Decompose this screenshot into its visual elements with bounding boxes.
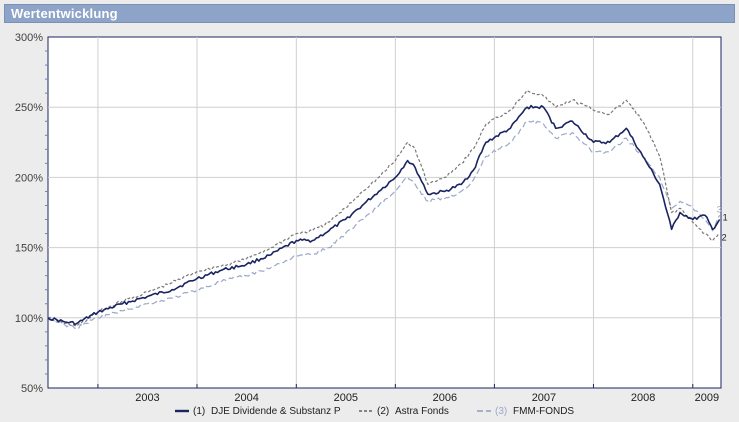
series-end-labels: 1 2 3 bbox=[717, 204, 728, 242]
x-tick-label: 2009 bbox=[695, 392, 719, 404]
x-tick-label: 2003 bbox=[135, 392, 159, 404]
series-line-2 bbox=[47, 89, 720, 327]
x-axis: 2003 2004 2005 2006 2007 2008 2009 bbox=[97, 384, 719, 404]
legend-number-2: (2) bbox=[377, 406, 389, 417]
x-tick-label: 2008 bbox=[631, 392, 655, 404]
y-tick-label: 50% bbox=[21, 383, 43, 395]
chart-title-bar: Wertentwicklung bbox=[4, 4, 735, 23]
legend-number-3: (3) bbox=[495, 406, 507, 417]
x-tick-label: 2007 bbox=[532, 392, 556, 404]
series-end-label-1: 1 bbox=[723, 213, 728, 223]
y-tick-label: 100% bbox=[15, 313, 43, 325]
x-tick-label: 2006 bbox=[433, 392, 457, 404]
y-tick-label: 250% bbox=[15, 102, 43, 114]
y-tick-label: 300% bbox=[15, 32, 43, 44]
chart-title: Wertentwicklung bbox=[11, 6, 118, 21]
y-tick-label: 200% bbox=[15, 172, 43, 184]
series-end-label-3: 3 bbox=[717, 204, 722, 214]
series-line-1 bbox=[47, 104, 721, 326]
y-tick-label: 150% bbox=[15, 243, 43, 255]
y-axis: 50% 100% 150% 200% 250% 300% bbox=[15, 32, 48, 395]
series-lines bbox=[47, 89, 721, 329]
legend-label-3: FMM-FONDS bbox=[513, 406, 574, 417]
series-line-3 bbox=[47, 120, 721, 329]
legend-label-2: Astra Fonds bbox=[395, 406, 449, 417]
grid bbox=[48, 37, 721, 388]
x-tick-label: 2004 bbox=[234, 392, 258, 404]
legend: (1) DJE Dividende & Substanz P (2) Astra Fo… bbox=[175, 406, 574, 417]
x-tick-label: 2005 bbox=[334, 392, 358, 404]
series-end-label-2: 2 bbox=[722, 233, 727, 243]
plot-area bbox=[47, 36, 722, 389]
legend-label-1: DJE Dividende & Substanz P bbox=[211, 406, 341, 417]
legend-number-1: (1) bbox=[193, 406, 205, 417]
